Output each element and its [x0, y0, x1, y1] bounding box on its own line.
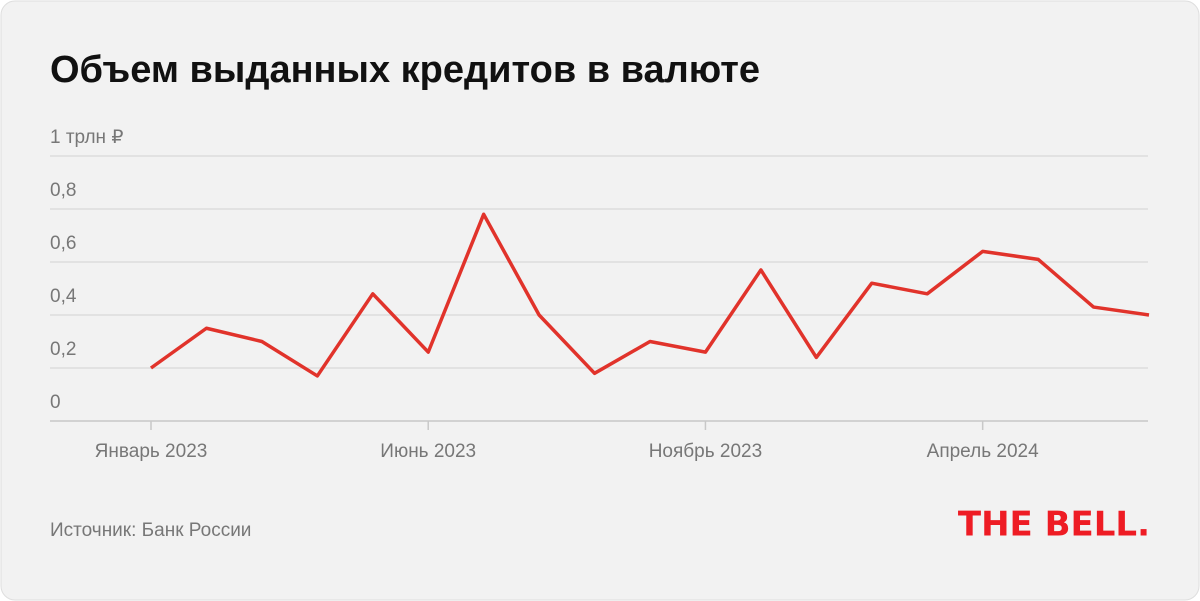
y-tick-label: 0,2 — [50, 339, 76, 360]
logo: THE BELL. — [958, 505, 1150, 545]
x-tick-label: Июнь 2023 — [380, 441, 476, 462]
y-tick-label: 0,4 — [50, 286, 77, 307]
x-tick-label: Апрель 2024 — [927, 441, 1039, 462]
chart-title: Объем выданных кредитов в валюте — [50, 49, 760, 91]
y-tick-label: 0,6 — [50, 233, 76, 254]
line — [149, 212, 1150, 378]
x-tick-label: Январь 2023 — [95, 441, 208, 462]
y-tick-label: 0,8 — [50, 180, 76, 201]
y-tick-label: 0 — [50, 392, 61, 413]
x-tick-label: Ноябрь 2023 — [649, 441, 762, 462]
y-tick-label: 1 трлн ₽ — [50, 127, 123, 148]
source: Источник: Банк России — [50, 520, 251, 541]
